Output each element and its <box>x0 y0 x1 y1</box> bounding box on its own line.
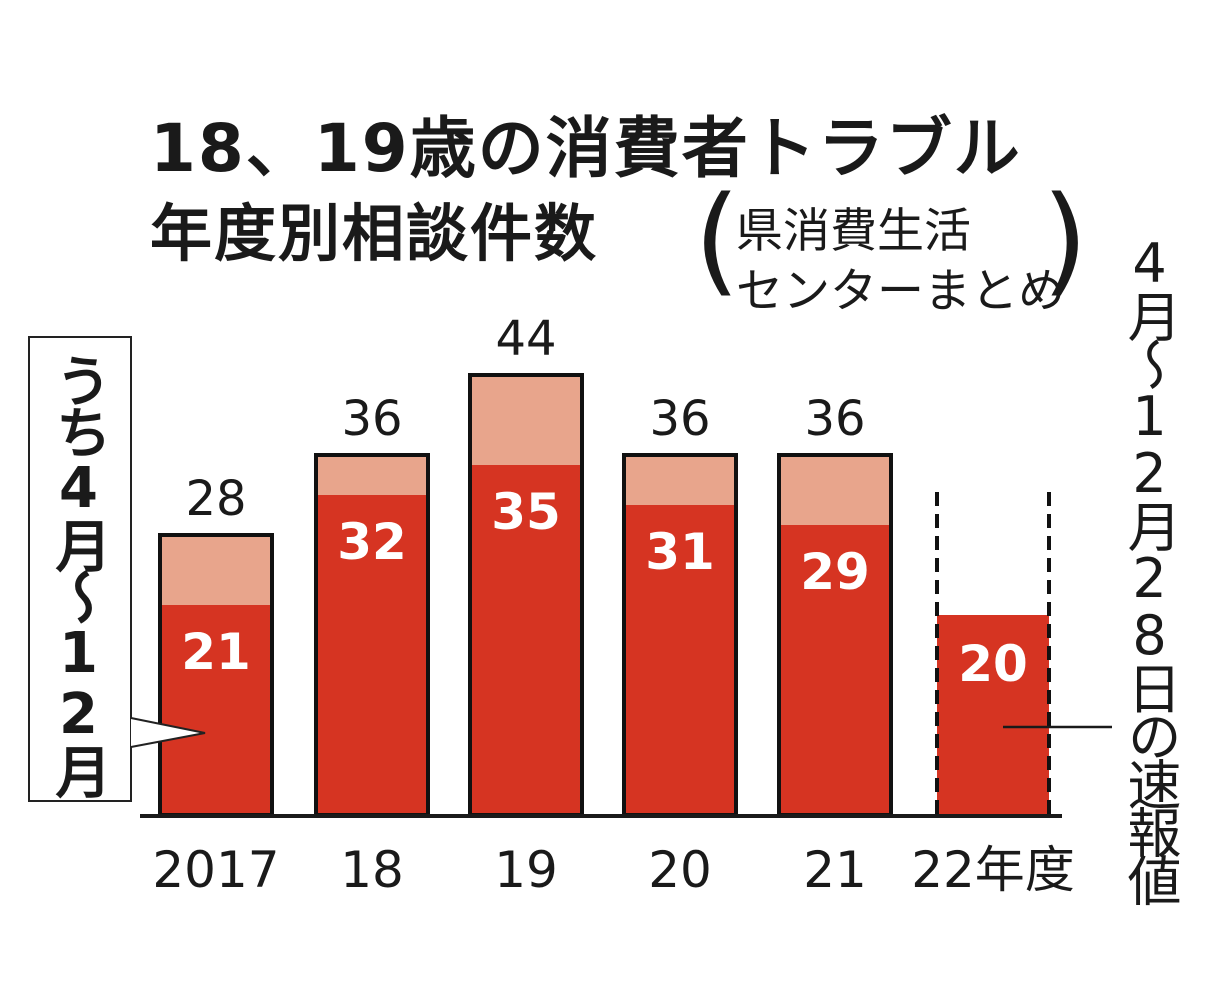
source-note: ( 県消費生活 センターまとめ ) <box>694 180 1088 319</box>
total-value-label: 36 <box>649 391 710 447</box>
source-line-2: センターまとめ <box>736 264 1065 319</box>
chart-subtitle: 年度別相談件数 <box>150 197 599 270</box>
apr-dec-value-label: 21 <box>181 623 251 681</box>
source-paren-right: ) <box>1041 170 1088 308</box>
total-value-label: 44 <box>495 311 556 367</box>
bar-apr-dec <box>781 525 889 813</box>
x-tick-label: 18 <box>340 841 404 899</box>
x-tick-label: 21 <box>803 841 867 899</box>
legend-callout: うち4月～12月 <box>28 336 132 802</box>
preliminary-note: 4月～12月28日の速報値 <box>1118 232 1181 901</box>
x-tick-label: 20 <box>648 841 712 899</box>
bar-apr-dec <box>318 495 426 813</box>
legend-callout-pointer <box>130 717 206 748</box>
total-value-label: 28 <box>185 471 246 527</box>
x-tick-label: 2017 <box>152 841 279 899</box>
apr-dec-value-label: 20 <box>958 635 1028 693</box>
bar-apr-dec <box>162 605 270 813</box>
bar-apr-dec <box>472 465 580 813</box>
chart-title: 18、19歳の消費者トラブル <box>150 110 1022 187</box>
source-paren-left: ( <box>694 170 741 308</box>
apr-dec-value-label: 35 <box>491 483 561 541</box>
total-value-label: 36 <box>341 391 402 447</box>
legend-label: うち4月～12月 <box>46 352 111 795</box>
x-tick-label: 22年度 <box>911 841 1075 899</box>
apr-dec-value-label: 32 <box>337 513 407 571</box>
apr-dec-value-label: 31 <box>645 523 715 581</box>
total-value-label: 36 <box>804 391 865 447</box>
source-line-1: 県消費生活 <box>736 204 971 259</box>
apr-dec-value-label: 29 <box>800 543 870 601</box>
bar-apr-dec-preliminary <box>937 615 1049 815</box>
bar-apr-dec <box>626 505 734 813</box>
x-tick-label: 19 <box>494 841 558 899</box>
